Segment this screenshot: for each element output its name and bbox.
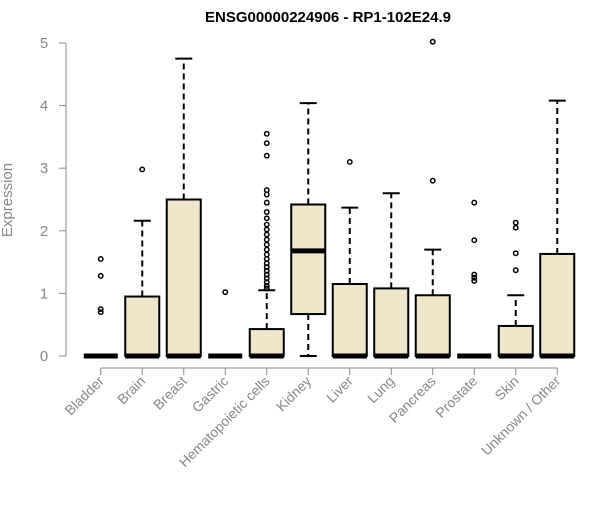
- outlier-point: [139, 166, 146, 173]
- box-pancreas: [414, 38, 451, 359]
- y-tick-label: 4: [40, 98, 48, 115]
- outlier-point: [263, 241, 270, 248]
- outlier-point: [263, 187, 270, 194]
- box-skin: [497, 219, 534, 359]
- box-rect: [248, 328, 285, 357]
- chart-title: ENSG00000224906 - RP1-102E24.9: [205, 9, 451, 26]
- outlier-point: [263, 152, 270, 159]
- outlier-point: [263, 285, 270, 292]
- outlier-point: [429, 38, 436, 45]
- y-tick-label: 5: [40, 35, 48, 52]
- boxes-group: [83, 38, 576, 359]
- y-axis-label: Expression: [0, 163, 16, 237]
- outlier-point: [263, 199, 270, 206]
- outlier-point: [263, 236, 270, 243]
- box-lung: [373, 192, 410, 359]
- outlier-point: [471, 274, 478, 281]
- y-tick-label: 2: [40, 223, 48, 240]
- outlier-point: [263, 215, 270, 222]
- outlier-point: [471, 277, 478, 284]
- x-tick-label: Prostate: [432, 373, 480, 421]
- x-tick-label: Unknown / Other: [478, 373, 564, 459]
- box-rect: [497, 324, 534, 357]
- box-liver: [331, 158, 368, 359]
- outlier-point: [97, 309, 104, 316]
- x-tick-label: Brain: [114, 373, 148, 407]
- y-tick-label: 1: [40, 285, 48, 302]
- outlier-point: [512, 250, 519, 257]
- box-rect: [414, 294, 451, 358]
- box-unknown-other: [539, 99, 576, 359]
- y-tick-label: 0: [40, 348, 48, 365]
- outlier-point: [512, 219, 519, 226]
- outlier-point: [263, 251, 270, 258]
- box-brain: [124, 166, 161, 359]
- box-bladder: [83, 256, 118, 359]
- outlier-point: [97, 256, 104, 262]
- outlier-point: [263, 231, 270, 238]
- outlier-point: [263, 246, 270, 253]
- outlier-point: [471, 271, 478, 278]
- box-gastric: [208, 289, 243, 359]
- x-tick-label: Lung: [364, 373, 397, 406]
- box-rect: [539, 252, 576, 358]
- box-rect: [165, 198, 202, 357]
- x-tick-label: Skin: [491, 373, 522, 404]
- x-tick-label: Liver: [323, 373, 356, 406]
- outlier-point: [263, 226, 270, 233]
- outlier-point: [222, 289, 229, 296]
- outlier-point: [263, 130, 270, 137]
- outlier-point: [429, 177, 436, 184]
- x-tick-label: Breast: [150, 373, 190, 413]
- outlier-point: [263, 140, 270, 147]
- x-tick-label: Bladder: [61, 373, 107, 419]
- x-tick-label: Kidney: [273, 373, 315, 415]
- box-kidney: [290, 102, 327, 357]
- outlier-point: [471, 199, 478, 206]
- outlier-point: [97, 306, 104, 312]
- outlier-point: [346, 158, 353, 165]
- y-tick-label: 3: [40, 160, 48, 177]
- box-rect: [124, 295, 161, 357]
- box-breast: [165, 57, 202, 359]
- outlier-point: [471, 237, 478, 244]
- outlier-point: [263, 221, 270, 228]
- box-rect: [331, 283, 368, 358]
- box-prostate: [457, 199, 492, 359]
- box-hematopoietic-cells: [248, 130, 285, 359]
- outlier-point: [512, 267, 519, 274]
- box-rect: [373, 287, 410, 357]
- outlier-point: [97, 272, 104, 279]
- outlier-point: [263, 209, 270, 215]
- box-rect: [290, 203, 327, 316]
- y-axis: 0 1 2 3 4 5: [40, 35, 67, 365]
- outlier-point: [512, 224, 519, 231]
